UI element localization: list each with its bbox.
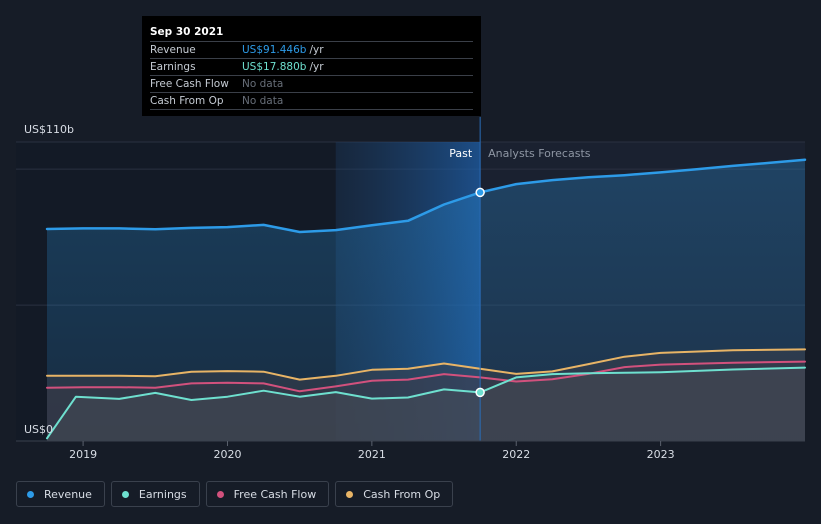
cash-from-op-line	[46, 348, 806, 381]
tooltip-row-fcf: Free Cash Flow No data	[150, 76, 473, 93]
legend-dot-icon	[216, 490, 224, 498]
x-tick-label: 2021	[358, 448, 386, 461]
tooltip: Sep 30 2021 Revenue US$91.446b /yr Earni…	[142, 16, 481, 116]
tooltip-value: US$17.880b	[242, 61, 307, 73]
y-axis-top-label: US$110b	[24, 123, 74, 136]
tooltip-value: No data	[242, 95, 284, 107]
revenue-marker	[475, 187, 485, 198]
x-tick-label: 2019	[69, 448, 97, 461]
tooltip-unit: /yr	[309, 44, 324, 56]
tooltip-label: Free Cash Flow	[150, 78, 229, 90]
free-cash-flow-line	[46, 360, 806, 393]
tooltip-row-earnings: Earnings US$17.880b /yr	[150, 59, 473, 76]
tooltip-label: Cash From Op	[150, 95, 224, 107]
legend-item-revenue[interactable]: Revenue	[16, 481, 105, 507]
legend-dot-icon	[121, 490, 129, 498]
tooltip-date: Sep 30 2021	[150, 24, 473, 42]
free-cash-flow-area	[47, 361, 805, 441]
legend-item-cash-from-op[interactable]: Cash From Op	[335, 481, 454, 507]
x-tick-label: 2023	[647, 448, 675, 461]
tooltip-label: Revenue	[150, 44, 196, 56]
x-tick-label: 2020	[213, 448, 241, 461]
legend-label: Free Cash Flow	[233, 487, 317, 501]
revenue-line	[45, 158, 807, 234]
legend-label: Earnings	[138, 487, 187, 501]
legend-item-free-cash-flow[interactable]: Free Cash Flow	[205, 481, 330, 507]
earnings-line	[46, 366, 806, 440]
tooltip-row-cfo: Cash From Op No data	[150, 93, 473, 110]
forecast-label: Analysts Forecasts	[488, 147, 591, 160]
tooltip-value: US$91.446b	[242, 44, 307, 56]
tooltip-unit: /yr	[309, 61, 324, 73]
tooltip-value: No data	[242, 78, 284, 90]
tooltip-row-revenue: Revenue US$91.446b /yr	[150, 42, 473, 59]
past-label: Past	[449, 147, 473, 160]
tooltip-label: Earnings	[150, 61, 196, 73]
legend-dot-icon	[27, 490, 34, 498]
earnings-marker	[475, 387, 485, 398]
legend-label: Cash From Op	[363, 487, 441, 501]
legend-item-earnings[interactable]: Earnings	[110, 481, 200, 507]
legend-label: Revenue	[44, 487, 92, 501]
legend: Revenue Earnings Free Cash Flow Cash Fro…	[16, 481, 454, 507]
legend-dot-icon	[346, 490, 354, 498]
x-tick-label: 2022	[502, 448, 530, 461]
earnings-area	[47, 367, 805, 441]
y-axis-bottom-label: US$0	[24, 423, 53, 436]
